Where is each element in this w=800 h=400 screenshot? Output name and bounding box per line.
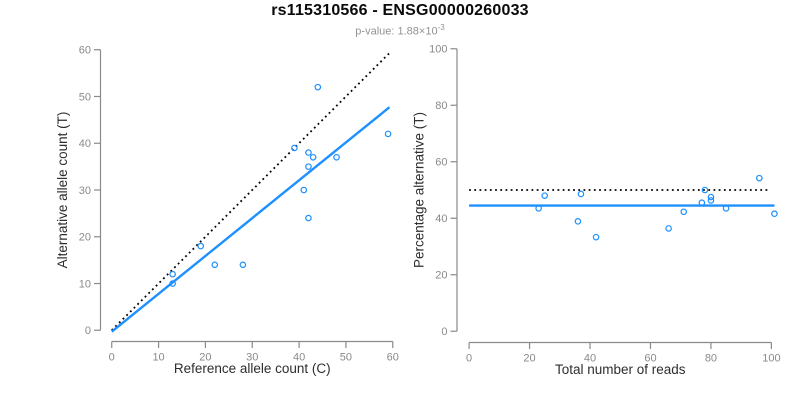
data-point (701, 186, 709, 194)
data-point (577, 190, 585, 198)
data-point (384, 130, 392, 138)
data-point (592, 233, 600, 241)
data-point (680, 208, 688, 216)
data-point (305, 214, 312, 222)
data-point (707, 193, 715, 201)
data-point (197, 242, 205, 250)
x-tick-label: 50 (340, 352, 352, 364)
identity-line (111, 51, 392, 331)
y-tick-label: 40 (435, 213, 447, 225)
data-point (300, 186, 308, 194)
data-point (707, 197, 715, 204)
data-point (333, 153, 340, 161)
data-point (771, 210, 778, 218)
x-tick-label: 30 (246, 352, 258, 364)
x-tick-label: 60 (644, 353, 656, 365)
pvalue-exponent: -3 (437, 23, 445, 32)
data-point (169, 280, 176, 287)
data-point (722, 205, 730, 212)
y-tick-label: 40 (79, 138, 91, 150)
y-tick-label: 80 (435, 100, 447, 112)
y-tick-label: 10 (79, 278, 91, 290)
data-point (574, 218, 582, 225)
regression-line (110, 106, 391, 333)
x-axis-title: Total number of reads (555, 362, 686, 377)
data-point (291, 144, 298, 152)
y-tick-label: 20 (79, 232, 91, 244)
x-tick-label: 40 (584, 353, 596, 365)
data-point (698, 199, 706, 207)
x-tick-label: 0 (109, 352, 115, 364)
x-tick-label: 10 (152, 352, 164, 364)
data-point (309, 153, 317, 161)
data-point (239, 261, 247, 269)
x-tick-label: 80 (705, 353, 717, 365)
y-axis-title: Percentage alternative (T) (412, 112, 427, 268)
data-point (305, 163, 312, 170)
y-tick-label: 60 (79, 45, 91, 57)
y-tick-label: 50 (79, 91, 91, 103)
x-tick-label: 100 (762, 353, 780, 365)
y-tick-label: 20 (435, 270, 447, 282)
data-point (314, 83, 322, 91)
pvalue-subtitle: p-value: 1.88×10-3 (0, 23, 800, 38)
y-axis-title: Alternative allele count (T) (55, 112, 70, 269)
y-tick-label: 0 (441, 326, 447, 338)
x-tick-label: 20 (523, 353, 535, 365)
data-point (305, 149, 312, 156)
data-point (169, 270, 176, 278)
x-tick-label: 20 (199, 352, 211, 364)
y-tick-label: 60 (435, 157, 447, 169)
pvalue-text: p-value: 1.88×10 (355, 25, 438, 38)
x-tick-label: 60 (387, 352, 399, 364)
data-point (211, 261, 219, 269)
x-tick-label: 40 (293, 352, 305, 364)
data-point (665, 225, 672, 232)
x-tick-label: 0 (466, 353, 472, 365)
page-title: rs115310566 - ENSG00000260033 (271, 2, 529, 19)
data-point (756, 174, 763, 182)
data-point (541, 192, 548, 199)
y-tick-label: 30 (79, 185, 91, 197)
y-tick-label: 0 (85, 325, 91, 337)
x-axis-title: Reference allele count (C) (174, 361, 331, 376)
data-point (535, 205, 542, 212)
y-tick-label: 100 (429, 44, 447, 56)
